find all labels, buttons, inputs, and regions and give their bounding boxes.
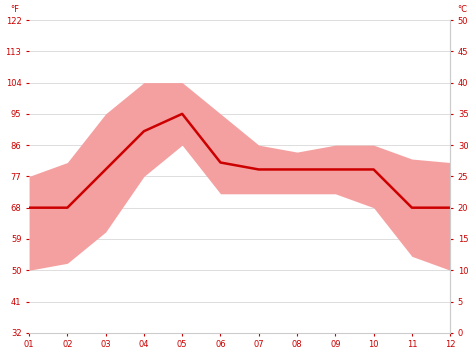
Text: °F: °F (10, 5, 19, 14)
Text: °C: °C (457, 5, 467, 14)
